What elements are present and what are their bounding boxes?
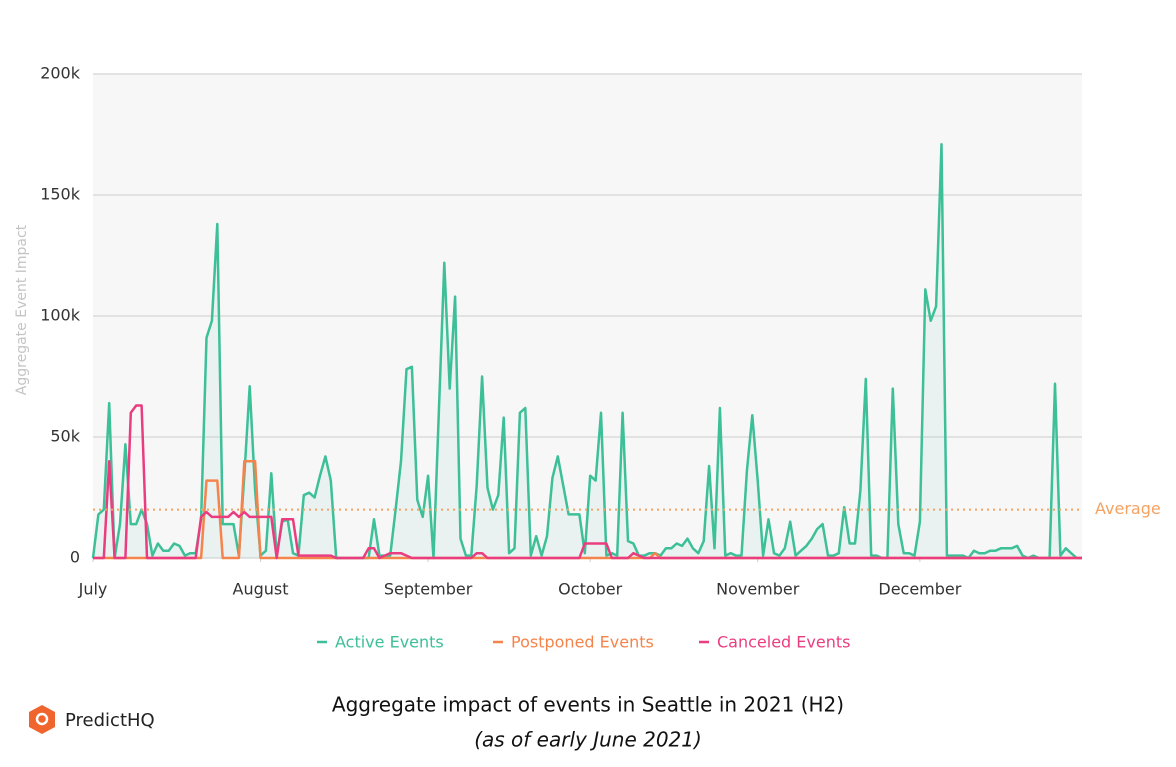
legend-label: Postponed Events bbox=[511, 633, 654, 652]
y-tick-label: 100k bbox=[40, 306, 81, 325]
x-tick-label: July bbox=[78, 580, 108, 599]
x-tick-label: October bbox=[558, 580, 622, 599]
brand-name: PredictHQ bbox=[65, 710, 155, 731]
y-tick-label: 200k bbox=[40, 64, 81, 83]
x-tick-label: August bbox=[233, 580, 289, 599]
y-tick-label: 50k bbox=[50, 427, 80, 446]
brand-logo bbox=[29, 705, 55, 734]
chart-subtitle: (as of early June 2021) bbox=[474, 728, 702, 752]
y-tick-label: 150k bbox=[40, 185, 81, 204]
chart-title: Aggregate impact of events in Seattle in… bbox=[332, 693, 844, 717]
legend-label: Canceled Events bbox=[717, 633, 850, 652]
average-label: Average bbox=[1095, 499, 1161, 518]
y-tick-label: 0 bbox=[70, 548, 80, 567]
series-line bbox=[93, 404, 1082, 560]
x-tick-label: September bbox=[384, 580, 473, 599]
series-line bbox=[93, 459, 1082, 560]
x-tick-label: November bbox=[716, 580, 800, 599]
y-axis-label: Aggregate Event Impact bbox=[14, 224, 30, 395]
legend-label: Active Events bbox=[335, 633, 444, 652]
x-tick-label: December bbox=[878, 580, 961, 599]
